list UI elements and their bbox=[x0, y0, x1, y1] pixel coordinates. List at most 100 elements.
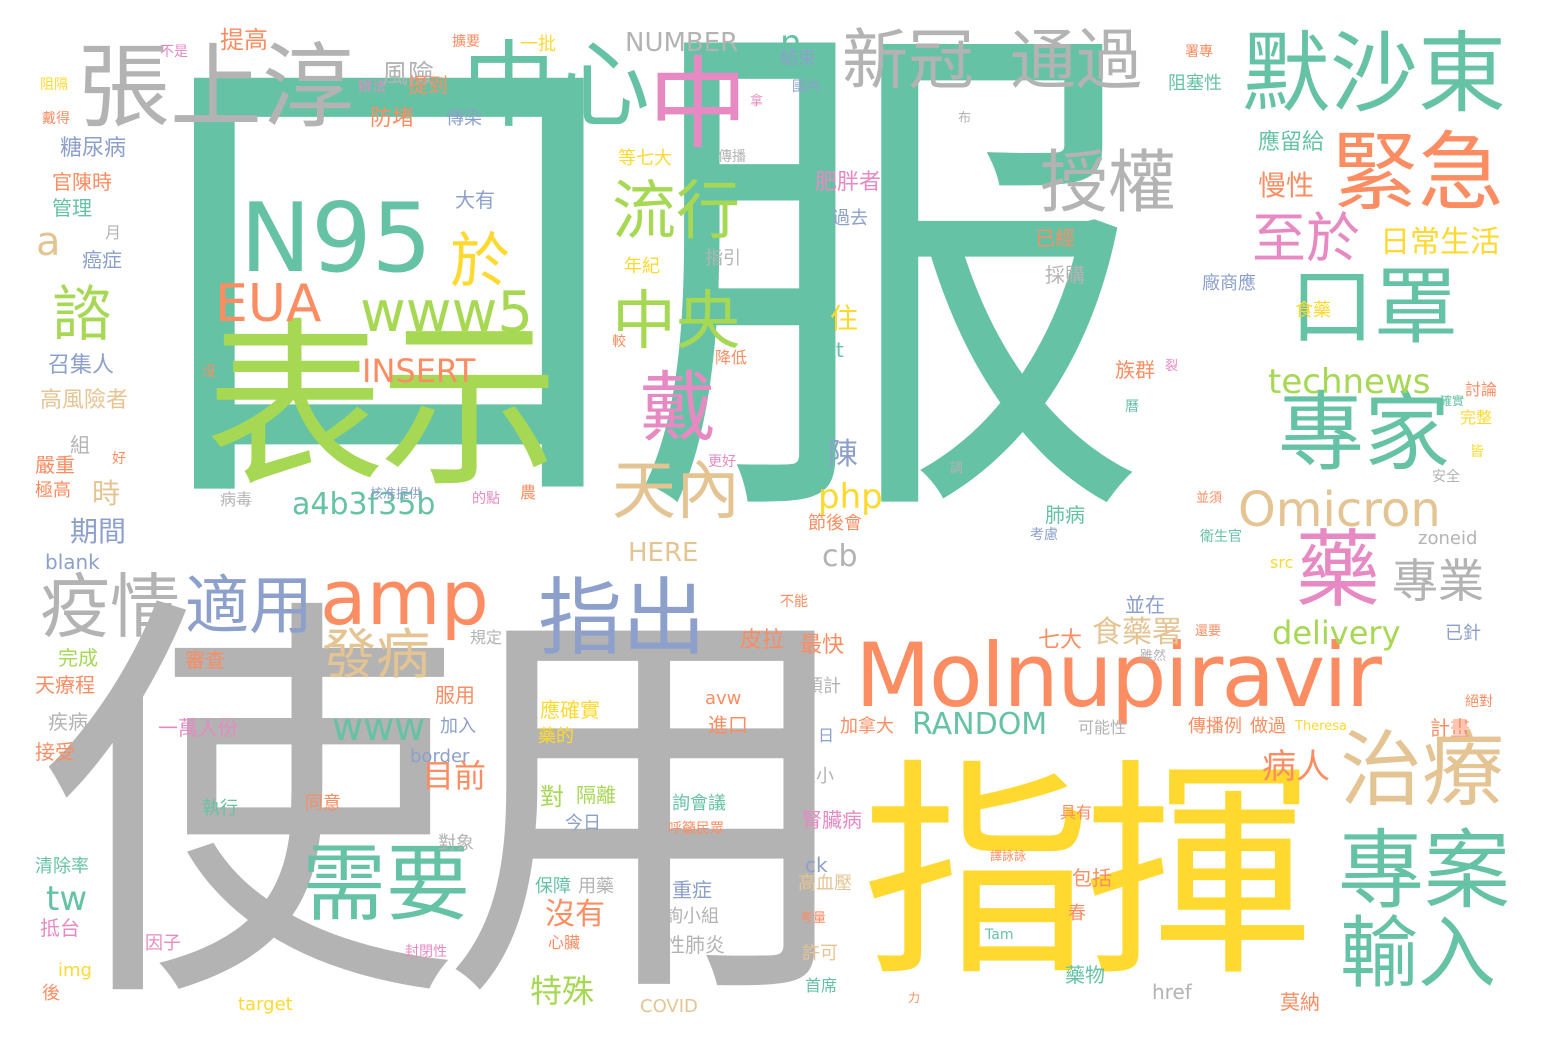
word: 發病 bbox=[322, 623, 430, 686]
word: N95 bbox=[240, 184, 432, 294]
word: 管理 bbox=[52, 196, 92, 220]
word: Omicron bbox=[1238, 482, 1441, 538]
word: 默沙東 bbox=[1242, 22, 1507, 125]
word: 病人 bbox=[1262, 747, 1330, 787]
word: 討論 bbox=[1465, 380, 1498, 399]
word: a bbox=[36, 219, 61, 265]
word: 阻隔 bbox=[40, 77, 68, 93]
word: 較 bbox=[612, 334, 626, 350]
word: 日 bbox=[818, 726, 835, 745]
word: 布 bbox=[958, 111, 972, 126]
word: 因子 bbox=[145, 933, 181, 954]
word: 莫納 bbox=[1280, 990, 1320, 1014]
word: 曆 bbox=[1125, 399, 1139, 415]
word: 進口 bbox=[708, 713, 748, 737]
word: 族群 bbox=[1115, 358, 1155, 382]
word: 病毒 bbox=[220, 490, 253, 509]
word: 皮拉 bbox=[740, 628, 785, 653]
word: border bbox=[410, 746, 470, 767]
word: 規定 bbox=[470, 628, 503, 647]
word: 服用 bbox=[435, 683, 475, 707]
word: 指引 bbox=[705, 248, 741, 269]
word: Theresa bbox=[1295, 719, 1347, 734]
word: 沒有 bbox=[545, 897, 605, 932]
word: COVID bbox=[640, 996, 698, 1017]
word: 可能性 bbox=[1078, 718, 1127, 737]
word: 對象 bbox=[438, 833, 474, 854]
word: cb bbox=[822, 539, 858, 574]
word: 緊急 bbox=[1332, 123, 1504, 223]
word: 傳播例 bbox=[1188, 716, 1242, 737]
word: 保障 bbox=[535, 876, 571, 897]
word: 戴得 bbox=[42, 111, 70, 127]
word: 更好 bbox=[708, 454, 736, 470]
word: 沒 bbox=[202, 364, 216, 380]
word: 清除率 bbox=[35, 856, 89, 877]
word: 同意 bbox=[305, 793, 341, 814]
word: 高風險者 bbox=[40, 388, 129, 413]
word: 專業 bbox=[1392, 554, 1484, 608]
word: 譯詠詠 bbox=[990, 849, 1027, 863]
word: 日常生活 bbox=[1380, 225, 1500, 260]
word: 加拿大 bbox=[840, 716, 894, 737]
word: 詢小組 bbox=[665, 906, 719, 927]
word: 專案 bbox=[1338, 821, 1510, 921]
word: 專家 bbox=[1278, 383, 1450, 483]
word: 完成 bbox=[58, 646, 98, 670]
word: 通過 bbox=[1010, 22, 1142, 99]
word: 針對 bbox=[198, 234, 226, 250]
word: 國內 bbox=[792, 79, 820, 95]
word: 藥 bbox=[1296, 521, 1381, 619]
word: a4b3f35b bbox=[292, 487, 436, 522]
word: technews bbox=[1268, 362, 1431, 402]
word: 抵台 bbox=[40, 916, 80, 940]
word: avw bbox=[705, 688, 742, 709]
word: 官陳時 bbox=[52, 170, 112, 194]
word: 表示 bbox=[205, 303, 559, 512]
word: 提高 bbox=[220, 26, 268, 54]
word: 一批 bbox=[520, 34, 556, 55]
word: 預計 bbox=[805, 676, 841, 697]
word: 期間 bbox=[70, 515, 127, 548]
word: 後 bbox=[42, 983, 60, 1004]
word: 已經 bbox=[1035, 226, 1075, 250]
word: 廠商應 bbox=[1202, 273, 1256, 294]
word: 特殊 bbox=[530, 972, 595, 1010]
word: src bbox=[1270, 553, 1294, 572]
word: 時 bbox=[92, 477, 121, 510]
word: 已針 bbox=[1445, 623, 1481, 644]
word: alt bbox=[818, 338, 844, 362]
word: 輸入 bbox=[1340, 909, 1497, 999]
word: 接受 bbox=[35, 740, 75, 764]
word: 月 bbox=[105, 223, 122, 242]
word: 至於 bbox=[1252, 207, 1360, 270]
word: php bbox=[818, 477, 883, 517]
word: 家小 bbox=[798, 766, 834, 787]
word: 極高 bbox=[35, 480, 71, 501]
word: 農 bbox=[520, 483, 537, 502]
word: INSERT bbox=[362, 352, 476, 390]
word: 許可 bbox=[802, 943, 838, 964]
word: 應確實 bbox=[540, 698, 600, 722]
word: 對 bbox=[540, 783, 564, 811]
word: 癌症 bbox=[82, 248, 122, 272]
word: 傳播 bbox=[718, 149, 746, 165]
word: 目前 bbox=[422, 757, 487, 795]
word: 春 bbox=[1068, 903, 1086, 924]
word: 提到 bbox=[408, 73, 448, 97]
word: 防堵 bbox=[370, 106, 415, 131]
word: 重症 bbox=[672, 878, 712, 902]
word: 不能 bbox=[780, 594, 808, 610]
word: href bbox=[1152, 980, 1192, 1004]
word: 食藥 bbox=[1295, 300, 1331, 321]
word: 降低 bbox=[715, 348, 748, 367]
word: 節後會 bbox=[808, 513, 862, 534]
word: n bbox=[780, 23, 802, 63]
word: 七大 bbox=[1038, 628, 1083, 653]
word: 性肺炎 bbox=[665, 933, 725, 957]
word: zoneid bbox=[1418, 528, 1478, 549]
word: 心臟 bbox=[548, 933, 581, 952]
word: amp bbox=[320, 553, 489, 642]
word: 調 bbox=[950, 461, 964, 476]
